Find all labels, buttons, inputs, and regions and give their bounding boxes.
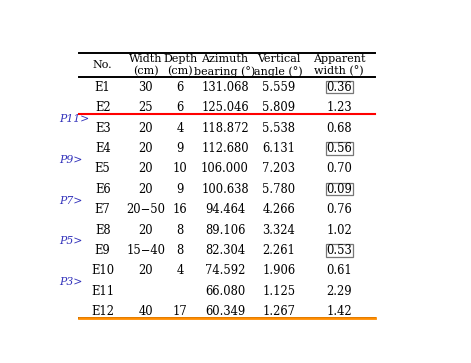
Text: 0.56: 0.56 [326,142,352,155]
Text: 5.809: 5.809 [262,101,295,114]
Text: E6: E6 [95,183,111,196]
Text: 1.906: 1.906 [262,264,295,277]
Text: Vertical
angle (°): Vertical angle (°) [254,54,303,77]
Text: 20: 20 [138,264,153,277]
Text: Width
(cm): Width (cm) [129,54,162,76]
Text: 89.106: 89.106 [205,224,245,237]
Text: E5: E5 [95,162,111,175]
Text: 9: 9 [177,183,184,196]
Text: E4: E4 [95,142,111,155]
Text: 1.23: 1.23 [326,101,352,114]
Text: 20: 20 [138,183,153,196]
Text: E10: E10 [91,264,114,277]
Text: 112.680: 112.680 [201,142,249,155]
Text: 0.09: 0.09 [326,183,352,196]
Text: 0.76: 0.76 [326,203,352,216]
Text: 5.538: 5.538 [262,122,295,135]
Text: 6: 6 [177,101,184,114]
Text: 106.000: 106.000 [201,162,249,175]
Text: 1.267: 1.267 [262,305,295,318]
Text: Azimuth
bearing (°): Azimuth bearing (°) [195,54,256,77]
Text: P3>: P3> [60,277,83,287]
Text: 3.324: 3.324 [262,224,295,237]
Text: 4: 4 [177,264,184,277]
Text: E1: E1 [95,81,111,94]
Text: 66.080: 66.080 [205,285,245,298]
Text: P11>: P11> [60,114,90,124]
Text: 6: 6 [177,81,184,94]
Text: E12: E12 [91,305,114,318]
Text: 94.464: 94.464 [205,203,245,216]
Text: 0.36: 0.36 [326,81,352,94]
Text: E8: E8 [95,224,111,237]
Text: 6.131: 6.131 [262,142,295,155]
Text: Depth
(cm): Depth (cm) [163,54,197,76]
Text: Apparent
width (°): Apparent width (°) [313,54,365,76]
Text: P7>: P7> [60,196,83,205]
Text: 1.125: 1.125 [262,285,295,298]
Text: 9: 9 [177,142,184,155]
Text: 25: 25 [138,101,153,114]
Text: 60.349: 60.349 [205,305,245,318]
Text: 4: 4 [177,122,184,135]
Text: 0.53: 0.53 [326,244,352,257]
Text: 2.261: 2.261 [262,244,295,257]
Text: 125.046: 125.046 [201,101,249,114]
Text: 2.29: 2.29 [326,285,352,298]
Text: 0.61: 0.61 [326,264,352,277]
Text: 30: 30 [138,81,153,94]
Text: 15−40: 15−40 [126,244,165,257]
Text: E2: E2 [95,101,111,114]
Text: 131.068: 131.068 [201,81,249,94]
Text: 20: 20 [138,122,153,135]
Text: 74.592: 74.592 [205,264,245,277]
Text: No.: No. [93,60,113,70]
Text: 5.780: 5.780 [262,183,295,196]
Text: 118.872: 118.872 [201,122,249,135]
Text: P5>: P5> [60,236,83,246]
Text: E7: E7 [95,203,111,216]
Text: 20: 20 [138,224,153,237]
Text: 20: 20 [138,162,153,175]
Text: 8: 8 [177,224,184,237]
Text: E9: E9 [95,244,111,257]
Text: P9>: P9> [60,155,83,165]
Text: 1.42: 1.42 [326,305,352,318]
Text: 100.638: 100.638 [201,183,249,196]
Text: 20−50: 20−50 [126,203,165,216]
Text: 4.266: 4.266 [262,203,295,216]
Text: E3: E3 [95,122,111,135]
Text: 20: 20 [138,142,153,155]
Text: 0.70: 0.70 [326,162,352,175]
Text: 10: 10 [173,162,187,175]
Text: 5.559: 5.559 [262,81,295,94]
Text: 17: 17 [173,305,187,318]
Text: 8: 8 [177,244,184,257]
Text: 40: 40 [138,305,153,318]
Text: 7.203: 7.203 [262,162,295,175]
Text: 1.02: 1.02 [326,224,352,237]
Text: 82.304: 82.304 [205,244,245,257]
Text: 16: 16 [173,203,187,216]
Text: 0.68: 0.68 [326,122,352,135]
Text: E11: E11 [91,285,114,298]
